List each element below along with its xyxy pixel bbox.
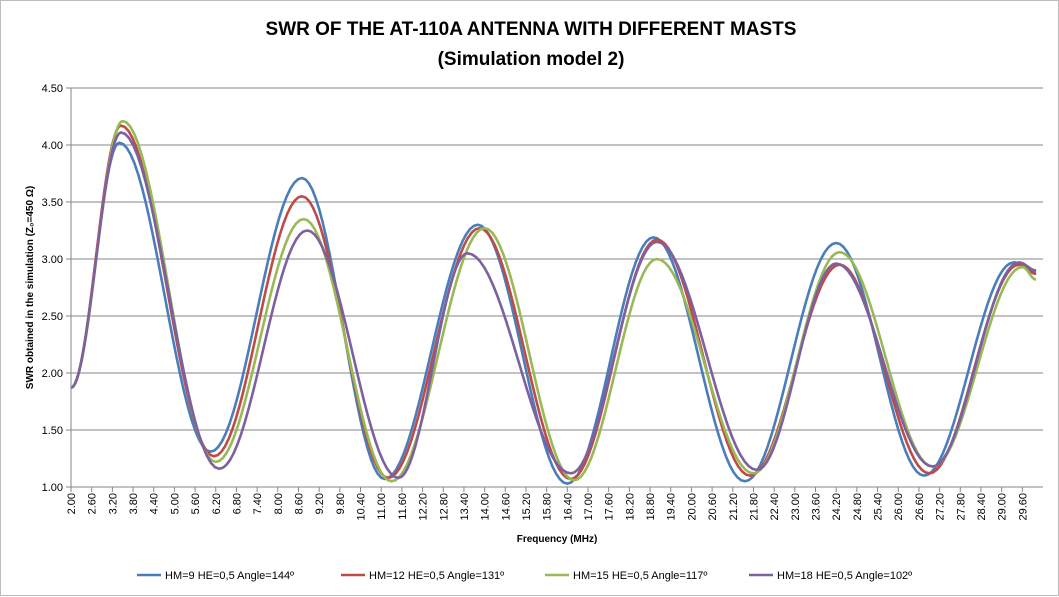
x-tick-label: 14.00 xyxy=(480,493,492,521)
series-line-2 xyxy=(70,124,1037,481)
x-tick-label: 4.40 xyxy=(149,493,161,514)
x-tick-label: 15.80 xyxy=(542,493,554,521)
legend-label: HM=15 HE=0,5 Angle=117º xyxy=(573,570,707,582)
x-tick-label: 10.40 xyxy=(356,493,368,521)
x-tick-label: 26.60 xyxy=(914,493,926,521)
chart-title: SWR OF THE AT-110A ANTENNA WITH DIFFEREN… xyxy=(266,19,797,40)
x-tick-label: 18.20 xyxy=(624,493,636,521)
x-tick-label: 21.20 xyxy=(728,493,740,521)
y-tick-label: 2.50 xyxy=(42,311,63,323)
x-tick-label: 2.60 xyxy=(87,493,99,514)
series-lines xyxy=(70,119,1037,485)
x-tick-label: 9.20 xyxy=(314,493,326,514)
series-line-4 xyxy=(70,131,1037,480)
x-tick-label: 6.20 xyxy=(211,493,223,514)
chart-subtitle: (Simulation model 2) xyxy=(438,49,625,70)
x-tick-label: 25.40 xyxy=(873,493,885,521)
x-tick-label: 20.60 xyxy=(707,493,719,521)
x-tick-label: 24.80 xyxy=(852,493,864,521)
legend-label: HM=12 HE=0,5 Angle=131º xyxy=(369,570,504,582)
y-tick-label: 3.50 xyxy=(42,197,63,209)
x-tick-label: 14.60 xyxy=(500,493,512,521)
x-tick-label: 16.40 xyxy=(562,493,574,521)
y-tick-label: 4.00 xyxy=(42,140,63,152)
y-tick-label: 4.50 xyxy=(42,83,63,95)
x-tick-label: 8.00 xyxy=(273,493,285,514)
x-axis-title: Frequency (MHz) xyxy=(517,534,598,545)
x-tick-label: 5.60 xyxy=(190,493,202,514)
x-tick-label: 29.60 xyxy=(1017,493,1029,521)
x-tick-label: 12.80 xyxy=(438,493,450,521)
x-tick-label: 8.60 xyxy=(293,493,305,514)
x-tick-label: 20.00 xyxy=(686,493,698,521)
x-tick-label: 11.00 xyxy=(376,493,388,520)
x-tick-label: 3.20 xyxy=(107,493,119,514)
y-axis-ticks: 1.00 1.50 2.00 2.50 3.00 3.50 4.00 4.50 xyxy=(42,83,71,494)
x-tick-label: 17.00 xyxy=(583,493,595,521)
x-tick-label: 5.00 xyxy=(169,493,181,514)
x-tick-label: 18.80 xyxy=(645,493,657,521)
legend-label: HM=18 HE=0,5 Angle=102º xyxy=(777,570,912,582)
x-tick-label: 28.40 xyxy=(976,493,988,521)
x-tick-label: 27.20 xyxy=(935,493,947,521)
x-axis-ticks: 2.00 2.60 3.20 3.80 4.40 5.00 5.60 6.20 6.80 7.40… xyxy=(66,487,1029,521)
x-tick-label: 27.80 xyxy=(955,493,967,521)
y-axis-title: SWR obtained in the simulation (Z₀=450 Ω… xyxy=(25,186,36,389)
x-tick-label: 29.00 xyxy=(997,493,1009,521)
x-tick-label: 21.80 xyxy=(748,493,760,521)
x-tick-label: 23.00 xyxy=(790,493,802,521)
series-line-3 xyxy=(70,119,1037,483)
legend-label: HM=9 HE=0,5 Angle=144º xyxy=(165,570,294,582)
y-tick-label: 1.00 xyxy=(42,482,63,494)
series-line-1 xyxy=(70,141,1037,485)
legend: HM=9 HE=0,5 Angle=144º HM=12 HE=0,5 Angle… xyxy=(137,570,912,582)
y-tick-label: 2.00 xyxy=(42,368,63,380)
x-tick-label: 22.40 xyxy=(769,493,781,521)
x-tick-label: 12.20 xyxy=(418,493,430,521)
x-tick-label: 6.80 xyxy=(231,493,243,514)
gridlines xyxy=(71,87,1043,431)
x-tick-label: 17.60 xyxy=(604,493,616,521)
x-tick-label: 2.00 xyxy=(66,493,78,514)
x-tick-label: 9.80 xyxy=(335,493,347,514)
x-tick-label: 13.40 xyxy=(459,493,471,521)
x-tick-label: 19.40 xyxy=(666,493,678,521)
x-tick-label: 23.60 xyxy=(811,493,823,521)
x-tick-label: 7.40 xyxy=(252,493,264,514)
y-tick-label: 1.50 xyxy=(42,425,63,437)
x-tick-label: 26.00 xyxy=(893,493,905,521)
y-tick-label: 3.00 xyxy=(42,254,63,266)
x-tick-label: 11.60 xyxy=(397,493,409,520)
x-tick-label: 3.80 xyxy=(128,493,140,514)
x-tick-label: 24.20 xyxy=(831,493,843,521)
x-tick-label: 15.20 xyxy=(521,493,533,521)
